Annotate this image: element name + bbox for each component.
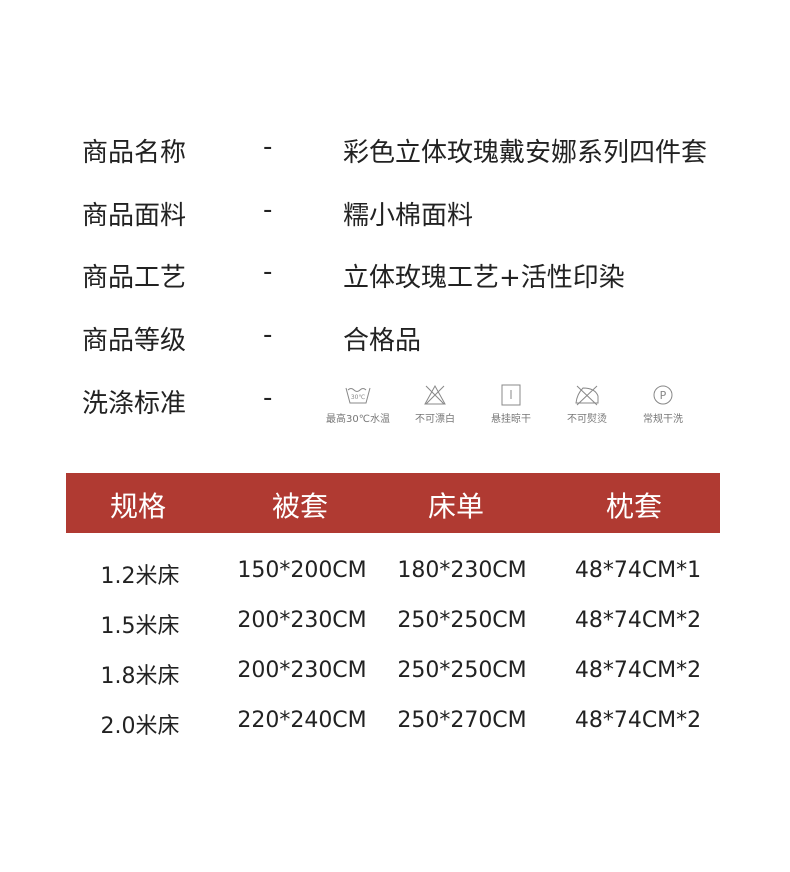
table-cell: 1.8米床 [100,664,180,689]
dry-clean-icon: P [653,385,673,405]
value: 彩色立体玫瑰戴安娜系列四件套 [343,138,708,168]
separator: - [263,383,273,413]
header-pillow: 枕套 [605,490,662,523]
table-cell: 250*250CM [397,658,527,683]
table-cell: 1.2米床 [100,564,180,589]
table-cell: 48*74CM*2 [574,608,702,633]
table-cell: 1.5米床 [100,614,180,639]
table-cell: 200*230CM [237,658,367,683]
table-cell: 250*270CM [397,708,527,733]
label: 商品面料 [82,201,187,231]
separator: - [263,195,273,225]
separator: - [263,320,273,350]
table-cell: 180*230CM [397,558,527,583]
value: 立体玫瑰工艺+活性印染 [343,263,625,293]
header-size: 规格 [109,490,166,523]
separator: - [263,132,273,162]
care-label: 不可漂白 [415,414,455,425]
care-item: P 常规干洗 [618,384,708,425]
no-iron-icon [575,385,599,406]
care-label: 常规干洗 [643,414,683,425]
info-row-fabric: 商品面料 - 糯小棉面料 [0,195,790,235]
separator: - [263,257,273,287]
table-cell: 200*230CM [237,608,367,633]
table-cell: 48*74CM*2 [574,658,702,683]
table-cell: 48*74CM*2 [574,708,702,733]
info-row-craft: 商品工艺 - 立体玫瑰工艺+活性印染 [0,257,790,297]
table-cell: 48*74CM*1 [574,558,702,583]
info-row-wash: 洗涤标准 - [0,383,790,423]
care-item: 不可漂白 [390,384,480,425]
header-duvet: 被套 [271,490,328,523]
svg-text:30℃: 30℃ [351,394,366,401]
label: 洗涤标准 [82,389,187,419]
care-item: 不可熨烫 [542,384,632,425]
svg-text:P: P [660,389,667,402]
label: 商品名称 [82,138,187,168]
table-cell: 220*240CM [237,708,367,733]
label: 商品工艺 [82,263,187,293]
info-row-grade: 商品等级 - 合格品 [0,320,790,360]
care-label: 悬挂晾干 [491,414,531,425]
value: 合格品 [343,326,422,356]
info-row-name: 商品名称 - 彩色立体玫瑰戴安娜系列四件套 [0,132,790,172]
table-cell: 150*200CM [237,558,367,583]
header-sheet: 床单 [427,490,484,523]
hang-dry-icon [501,384,521,406]
care-item: 30℃ 最高30℃水温 [313,384,403,425]
table-header: 规格 被套 床单 枕套 [66,473,720,533]
care-label: 不可熨烫 [567,414,607,425]
table-cell: 2.0米床 [100,714,180,739]
no-bleach-icon [424,384,446,405]
care-label: 最高30℃水温 [326,414,390,425]
wash-30-icon: 30℃ [345,387,371,404]
care-item: 悬挂晾干 [466,384,556,425]
value: 糯小棉面料 [343,201,474,231]
table-cell: 250*250CM [397,608,527,633]
label: 商品等级 [82,326,187,356]
